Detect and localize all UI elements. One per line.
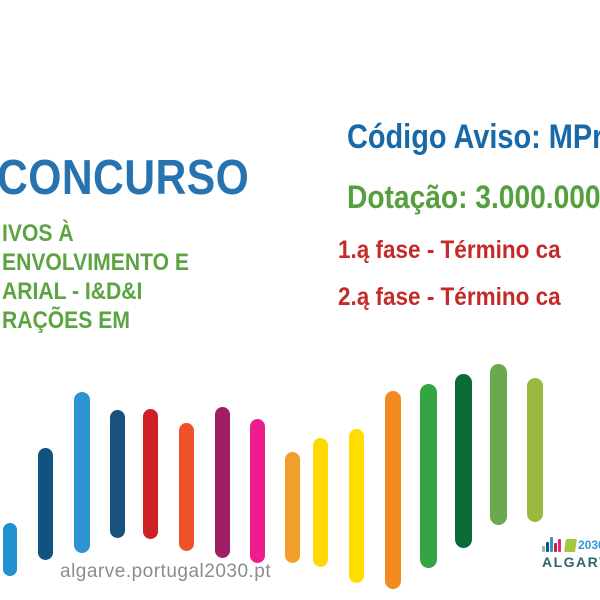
decorative-bar-6 [179,423,194,551]
website-url: algarve.portugal2030.pt [60,561,272,582]
dotacao-label: Dotação: 3.000.000 [347,179,600,215]
logo-name-text: ALGARVE [542,554,600,570]
decorative-bar-5 [143,409,158,539]
logo-mini-bar-2 [546,542,549,552]
logo-book-icon [564,539,577,552]
decorative-bar-8 [250,419,265,563]
decorative-bar-12 [385,391,401,589]
decorative-bar-13 [420,384,437,568]
logo-mini-bar-3 [550,537,553,552]
codigo-aviso-label: Código Aviso: MPr [347,118,600,156]
logo-year-text: 2030 [578,538,600,552]
decorative-bar-11 [349,429,364,583]
decorative-bar-14 [455,374,472,548]
logo-bars-icon: 2030 [542,534,600,552]
subtitle-line-2: ENVOLVIMENTO E [2,249,189,276]
logo-mini-bar-5 [558,539,561,552]
decorative-bar-3 [74,392,90,553]
decorative-bar-1 [3,523,17,576]
decorative-bar-9 [285,452,300,563]
page-title: CONCURSO [0,151,250,205]
banner-subtitle: IVOS À ENVOLVIMENTO E ARIAL - I&D&I RAÇÕ… [2,219,189,335]
decorative-bar-4 [110,410,125,538]
fase1-deadline-label: 1.ą fase - Término ca [338,236,561,264]
subtitle-line-1: IVOS À [2,220,74,247]
subtitle-line-4: RAÇÕES EM [2,307,130,334]
decorative-bar-7 [215,407,230,558]
decorative-bar-16 [527,378,543,522]
logo-mini-bars [542,537,562,552]
logo-mini-bar-4 [554,543,557,552]
decorative-bar-2 [38,448,53,560]
fase2-deadline-label: 2.ą fase - Término ca [338,283,561,311]
subtitle-line-3: ARIAL - I&D&I [2,278,143,305]
algarve-2030-logo: 2030 ALGARVE [542,534,600,570]
logo-mini-bar-1 [542,546,545,552]
decorative-bar-15 [490,364,507,525]
decorative-bar-10 [313,438,328,567]
